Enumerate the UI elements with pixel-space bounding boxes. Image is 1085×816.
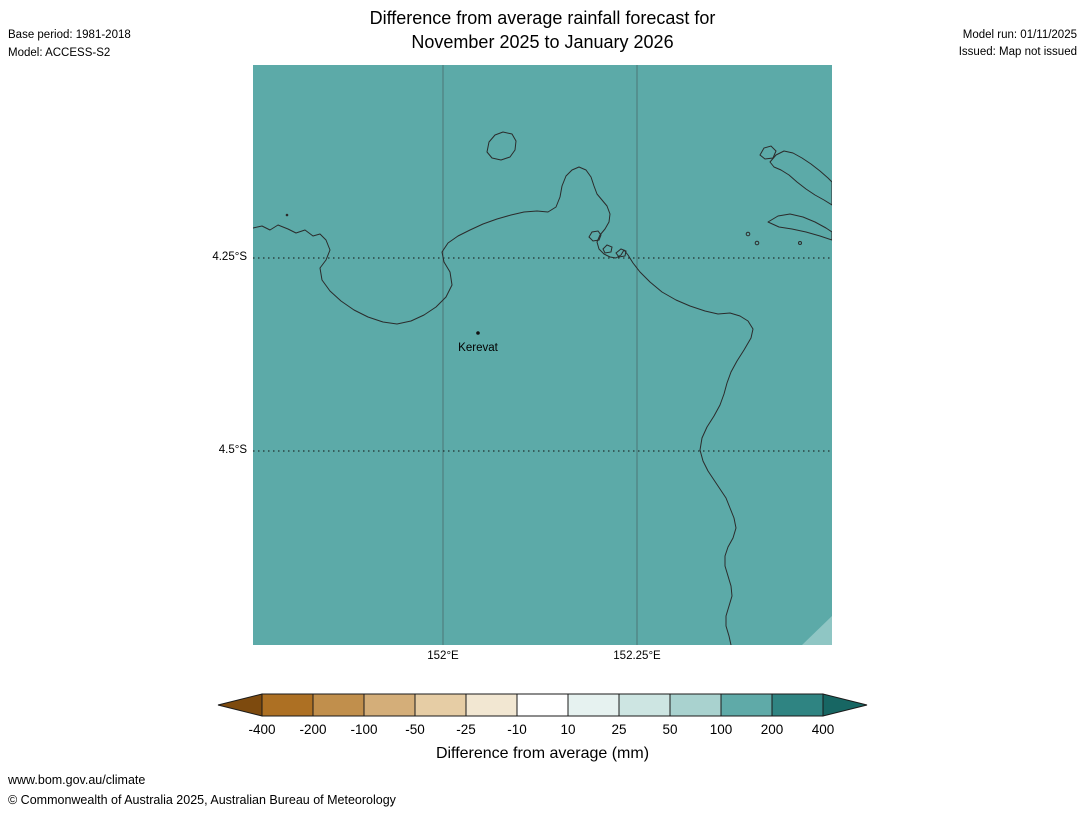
colorbar-tick: 50 [662, 722, 678, 737]
island-new-ireland-north [759, 145, 777, 160]
colorbar-tick: -400 [248, 722, 276, 737]
footer-copyright: © Commonwealth of Australia 2025, Austra… [8, 793, 396, 807]
island-new-ireland-main [769, 150, 832, 206]
colorbar-title: Difference from average (mm) [435, 745, 650, 762]
colorbar-tick: 200 [760, 722, 784, 737]
island-duke-of-york-2 [602, 244, 613, 254]
ytick-4-25S: 4.25°S [212, 251, 247, 263]
ytick-4-5S: 4.5°S [218, 444, 247, 456]
model-run-text: Model run: 01/11/2025 [962, 29, 1077, 41]
islet-near-new-ireland-3 [798, 241, 802, 245]
islet-near-new-ireland-1 [745, 231, 751, 237]
islet-near-new-ireland-2 [754, 240, 760, 246]
station-marker-kerevat [476, 331, 480, 335]
model-name-text: Model: ACCESS-S2 [8, 47, 111, 59]
page-title: Difference from average rainfall forecas… [0, 6, 1085, 54]
model-info-block: Base period: 1981-2018 Model: ACCESS-S2 [8, 26, 131, 62]
colorbar-segment [720, 693, 773, 717]
colorbar-right-arrow [822, 693, 868, 717]
colorbar-segment [771, 693, 824, 717]
colorbar-tick: 10 [560, 722, 576, 737]
islet-left [285, 213, 289, 217]
footer-url: www.bom.gov.au/climate [8, 773, 146, 787]
colorbar-tick: -25 [456, 722, 476, 737]
island-top-centre [486, 131, 517, 161]
colorbar-segment [567, 693, 620, 717]
colorbar-segment [669, 693, 722, 717]
colorbar-segment [414, 693, 467, 717]
colorbar-tick: -200 [299, 722, 327, 737]
colorbar-tick: -100 [350, 722, 378, 737]
colorbar-tick: 400 [811, 722, 835, 737]
map-graphics [253, 65, 832, 645]
colorbar-left-arrow [217, 693, 263, 717]
colorbar-tick: -10 [507, 722, 527, 737]
colorbar-tick: 25 [611, 722, 627, 737]
xtick-152E: 152°E [427, 650, 459, 662]
colorbar-segment [516, 693, 569, 717]
island-duke-of-york-3 [615, 248, 627, 258]
colorbar-segment [261, 693, 314, 717]
colorbar-tick-labels: -400 -200 -100 -50 -25 -10 10 25 50 100 … [216, 722, 869, 738]
colorbar-tick: -50 [405, 722, 425, 737]
colorbar-graphics [217, 693, 868, 717]
island-new-ireland-south [767, 213, 832, 241]
run-info-block: Model run: 01/11/2025 Issued: Map not is… [959, 27, 1077, 61]
island-duke-of-york-1 [588, 230, 602, 242]
station-label-kerevat: Kerevat [458, 342, 498, 354]
page-title-line2: November 2025 to January 2026 [411, 32, 674, 52]
colorbar-segment [618, 693, 671, 717]
colorbar [216, 691, 869, 719]
xtick-152-25E: 152.25°E [613, 650, 661, 662]
issued-status-text: Issued: Map not issued [958, 46, 1077, 58]
page-title-line1: Difference from average rainfall forecas… [369, 8, 716, 28]
map-canvas: Kerevat [253, 65, 832, 645]
base-period-text: Base period: 1981-2018 [8, 29, 131, 41]
colorbar-segment [363, 693, 416, 717]
corner-shade-region [802, 616, 832, 645]
coastline-new-britain [253, 166, 754, 645]
colorbar-segment [465, 693, 518, 717]
colorbar-segment [312, 693, 365, 717]
colorbar-tick: 100 [709, 722, 733, 737]
